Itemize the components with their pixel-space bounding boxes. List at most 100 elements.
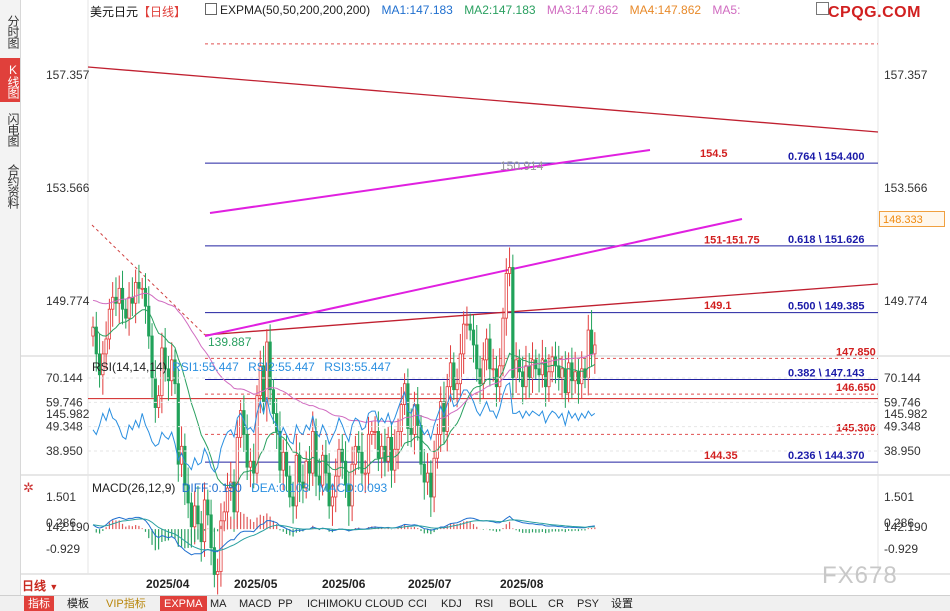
expma-line-50 xyxy=(92,309,596,489)
macd-tick-label: 1.501 xyxy=(884,490,914,504)
candle-body xyxy=(160,347,164,397)
tab-ichimoku-cloud[interactable]: ICHIMOKU CLOUD xyxy=(307,598,404,610)
candle-body xyxy=(583,368,587,379)
tab-ma[interactable]: MA xyxy=(210,598,227,610)
candle-body xyxy=(91,326,95,337)
candle-body xyxy=(225,487,230,513)
rsi-tick-label: 70.144 xyxy=(884,371,921,385)
candle-body xyxy=(471,329,476,346)
channel-upper-line xyxy=(209,149,651,214)
date-label: 2025/05 xyxy=(234,577,278,591)
rsi1-value: RSI1:55.447 xyxy=(172,360,239,374)
candle-body xyxy=(491,368,495,371)
candle-body xyxy=(275,413,279,432)
tab-cci[interactable]: CCI xyxy=(408,598,427,610)
tab-contract-info[interactable]: 合约资料 xyxy=(6,164,20,208)
candle-body xyxy=(383,445,387,462)
candle-body xyxy=(422,463,426,483)
candle-body xyxy=(314,431,318,477)
candle-body xyxy=(553,356,558,367)
price-tick-label: 145.982 xyxy=(884,407,928,421)
candle-body xyxy=(576,371,581,385)
tab-kline[interactable]: K线图 xyxy=(0,58,20,102)
tab-cr[interactable]: CR xyxy=(548,598,564,610)
tab-templates[interactable]: 模板 xyxy=(67,598,89,610)
candle-body xyxy=(357,445,361,453)
tab-rsi[interactable]: RSI xyxy=(475,598,494,610)
tab-vip-indicators[interactable]: VIP指标 xyxy=(106,598,146,610)
candle-body xyxy=(550,356,554,373)
candle-body xyxy=(527,365,531,379)
rsi-tick-label: 38.950 xyxy=(884,444,921,458)
candle-body xyxy=(265,341,269,403)
candle-body xyxy=(258,365,262,397)
tab-boll[interactable]: BOLL xyxy=(509,598,538,610)
candle-body xyxy=(193,505,197,528)
macd-tick-label: -0.929 xyxy=(46,542,80,556)
tab-psy[interactable]: PSY xyxy=(577,598,600,610)
candle-body xyxy=(475,344,479,370)
candle-body xyxy=(248,460,253,468)
candle-body xyxy=(232,481,236,513)
date-label: 2025/08 xyxy=(500,577,544,591)
candle-body xyxy=(393,448,397,471)
candle-body xyxy=(373,431,377,433)
price-tick-label: 142.190 xyxy=(884,520,928,534)
candle-body xyxy=(166,368,171,382)
candle-body xyxy=(409,428,413,435)
candle-body xyxy=(261,365,266,403)
candle-body xyxy=(235,436,239,513)
candle-body xyxy=(219,520,223,572)
candle-body xyxy=(255,395,259,474)
candle-body xyxy=(360,451,364,474)
tab-settings[interactable]: 设置 xyxy=(611,598,633,610)
tab-flash-chart[interactable]: 闪电图 xyxy=(6,112,20,146)
tab-pp[interactable]: PP xyxy=(278,598,293,610)
candle-body xyxy=(517,359,522,373)
price-annotation: 145.300 xyxy=(836,422,876,434)
macd-tick-label: 1.501 xyxy=(46,490,76,504)
price-annotation: 154.5 xyxy=(700,148,728,160)
candle-body xyxy=(389,436,394,471)
interval-selector-button[interactable]: 日线 ▼ xyxy=(22,577,58,594)
candle-body xyxy=(484,338,489,361)
tab-expma[interactable]: EXPMA xyxy=(160,596,207,611)
swing-low-label: 139.887 xyxy=(208,335,252,349)
expma-box-icon[interactable] xyxy=(205,3,217,15)
candle-body xyxy=(163,347,167,370)
price-tick-label: 157.357 xyxy=(884,68,928,82)
candle-body xyxy=(429,472,433,498)
candle-body xyxy=(153,377,157,408)
interval-label[interactable]: 【日线】 xyxy=(138,5,187,19)
candle-body xyxy=(435,433,440,459)
tab-kdj[interactable]: KDJ xyxy=(441,598,462,610)
tab-indicators[interactable]: 指标 xyxy=(24,596,54,611)
candle-body xyxy=(317,475,321,486)
candle-body xyxy=(478,368,482,385)
date-label: 2025/04 xyxy=(146,577,190,591)
candle-body xyxy=(343,460,348,486)
candle-body xyxy=(156,395,161,408)
macd-settings-icon[interactable]: ✲ xyxy=(23,480,34,495)
rsi-tick-label: 70.144 xyxy=(46,371,83,385)
fibonacci-label: 0.236 \ 144.370 xyxy=(788,450,864,462)
tab-timeshare[interactable]: 分时图 xyxy=(6,14,20,48)
candle-body xyxy=(150,335,154,379)
candle-body xyxy=(189,502,193,528)
candle-body xyxy=(419,425,423,465)
diff-value: DIFF:0.150 xyxy=(181,481,242,495)
candle-body xyxy=(268,341,272,391)
candle-body xyxy=(563,368,567,394)
price-annotation: 147.850 xyxy=(836,346,876,358)
candle-body xyxy=(324,454,328,474)
candle-body xyxy=(380,445,384,459)
tab-macd[interactable]: MACD xyxy=(239,598,272,610)
candle-body xyxy=(212,547,216,575)
rsi-tick-label: 38.950 xyxy=(46,444,83,458)
candle-body xyxy=(209,514,213,549)
candle-body xyxy=(298,454,302,483)
candle-body xyxy=(147,305,151,337)
fullscreen-icon[interactable] xyxy=(816,2,829,15)
indicator-header: 美元日元【日线】 xyxy=(90,3,186,20)
